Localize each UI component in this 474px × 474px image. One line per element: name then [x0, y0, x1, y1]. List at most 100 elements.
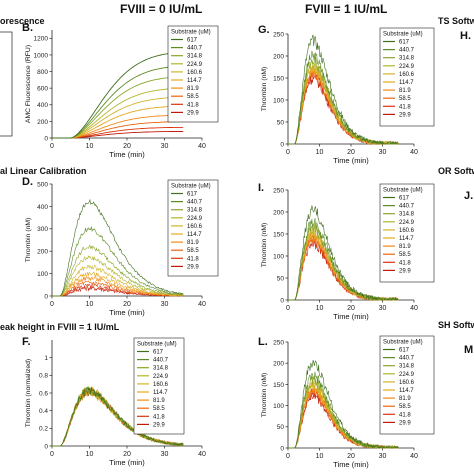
cropped-legend-box	[0, 31, 13, 137]
panel-label-g: G.	[258, 24, 270, 36]
legend-entry-b: 41.8	[187, 102, 199, 108]
x-tick-label-b: 20	[123, 143, 131, 150]
x-tick-label-d: 40	[198, 301, 206, 308]
y-tick-label-i: 200	[273, 209, 284, 216]
y-tick-label-b: 400	[37, 102, 48, 109]
legend-entry-d: 440.7	[187, 200, 203, 206]
legend-entry-f: 41.8	[153, 414, 165, 420]
y-tick-label-d: 0	[44, 293, 48, 300]
x-tick-label-g: 30	[379, 149, 387, 156]
y-tick-label-b: 1200	[34, 36, 49, 43]
legend-entry-g: 58.5	[399, 96, 411, 102]
legend-entry-i: 58.5	[399, 252, 411, 258]
section-title-sh-software: SH Softw	[438, 320, 474, 330]
series-line-b-58-5	[52, 121, 184, 139]
legend-entry-d: 58.5	[187, 248, 199, 254]
legend-entry-i: 314.8	[399, 212, 415, 218]
y-tick-label-l: 100	[273, 403, 284, 410]
series-line-d-440-7	[52, 225, 184, 297]
y-axis-label-d: Thrombin (nM)	[25, 218, 32, 263]
x-tick-label-f: 30	[161, 451, 169, 458]
legend-entry-l: 440.7	[399, 356, 415, 362]
y-tick-label-d: 500	[37, 181, 48, 188]
y-axis-label-g: Thrombin (nM)	[261, 67, 268, 112]
legend-title-f: Substrate (uM)	[137, 342, 177, 348]
legend-entry-l: 160.6	[399, 380, 415, 386]
legend-entry-d: 29.9	[187, 264, 199, 270]
x-axis-label-i: Time (min)	[333, 312, 369, 321]
legend-box-g	[379, 27, 435, 127]
x-tick-label-d: 10	[86, 301, 94, 308]
series-line-b-29-9	[52, 130, 184, 139]
panel-label-l: L.	[258, 336, 268, 348]
x-tick-label-l: 30	[379, 453, 387, 460]
legend-entry-b: 224.9	[187, 62, 203, 68]
x-axis-label-f: Time (min)	[109, 458, 145, 467]
legend-entry-g: 224.9	[399, 64, 415, 70]
x-tick-label-i: 0	[286, 305, 290, 312]
y-tick-label-b: 0	[44, 135, 48, 142]
legend-entry-g: 440.7	[399, 48, 415, 54]
legend-entry-i: 617	[399, 196, 410, 202]
x-tick-label-g: 0	[286, 149, 290, 156]
y-axis-label-f: Thrombin (normalized)	[25, 359, 32, 427]
y-tick-label-f: 0	[44, 443, 48, 450]
y-tick-label-g: 250	[273, 31, 284, 38]
legend-entry-d: 314.8	[187, 208, 203, 214]
y-tick-label-g: 150	[273, 75, 284, 82]
legend-title-d: Substrate (uM)	[171, 184, 211, 190]
legend-entry-d: 81.9	[187, 240, 199, 246]
legend-entry-i: 29.9	[399, 268, 411, 274]
column-title-fviii-1: FVIII = 1 IU/mL	[305, 2, 388, 16]
y-tick-label-l: 50	[277, 424, 285, 431]
legend-l: Substrate (uM) 617 440.7 314.8 224.9 160.6 114…	[379, 335, 435, 435]
section-title-or-software: OR Softw	[438, 166, 474, 176]
legend-b: Substrate (uM) 617 440.7 314.8 224.9 160.6 114…	[167, 25, 219, 123]
panel-label-j: J.	[464, 190, 474, 202]
legend-entry-i: 41.8	[399, 260, 411, 266]
series-line-g-617	[288, 34, 399, 145]
legend-entry-g: 160.6	[399, 72, 415, 78]
legend-entry-f: 440.7	[153, 358, 169, 364]
y-tick-label-g: 50	[277, 119, 285, 126]
legend-entry-l: 224.9	[399, 372, 415, 378]
chart-i-thrombin: 0 10 20 30 40 0 50 100 150 200 250 Time (min) Thromb…	[261, 183, 435, 321]
section-title-fluorescence: orescence	[0, 16, 45, 26]
legend-entry-b: 29.9	[187, 110, 199, 116]
legend-title-g: Substrate (uM)	[383, 32, 423, 38]
legend-entry-l: 81.9	[399, 396, 411, 402]
legend-box-f	[133, 337, 185, 435]
legend-entry-g: 29.9	[399, 112, 411, 118]
x-tick-label-l: 0	[286, 453, 290, 460]
legend-entry-f: 617	[153, 350, 164, 356]
legend-entry-b: 81.9	[187, 86, 199, 92]
x-tick-label-i: 30	[379, 305, 387, 312]
x-tick-label-l: 40	[410, 453, 418, 460]
series-line-l-314-8	[288, 375, 399, 449]
series-line-l-617	[288, 360, 399, 449]
x-tick-label-b: 40	[198, 143, 206, 150]
legend-entry-d: 224.9	[187, 216, 203, 222]
y-tick-label-g: 100	[273, 97, 284, 104]
y-tick-label-b: 800	[37, 69, 48, 76]
series-line-l-440-7	[288, 371, 399, 449]
column-title-fviii-0: FVIII = 0 IU/mL	[120, 2, 203, 16]
x-tick-label-d: 30	[161, 301, 169, 308]
x-axis-label-b: Time (min)	[109, 150, 145, 159]
x-tick-label-b: 0	[50, 143, 54, 150]
section-title-calibration: al Linear Calibration	[0, 166, 87, 176]
series-line-b-41-8	[52, 126, 184, 139]
legend-entry-f: 58.5	[153, 406, 165, 412]
legend-entry-b: 617	[187, 38, 198, 44]
legend-entry-f: 114.7	[153, 390, 168, 396]
legend-box-l	[379, 335, 435, 435]
legend-entry-d: 617	[187, 192, 198, 198]
y-tick-label-d: 100	[37, 271, 48, 278]
legend-entry-i: 160.6	[399, 228, 415, 234]
chart-l-thrombin: 0 10 20 30 40 0 50 100 150 200 250 Time (min) Thromb…	[261, 335, 435, 469]
y-tick-label-l: 200	[273, 361, 284, 368]
x-tick-label-g: 40	[410, 149, 418, 156]
legend-entry-i: 81.9	[399, 244, 411, 250]
legend-entry-d: 160.6	[187, 224, 203, 230]
